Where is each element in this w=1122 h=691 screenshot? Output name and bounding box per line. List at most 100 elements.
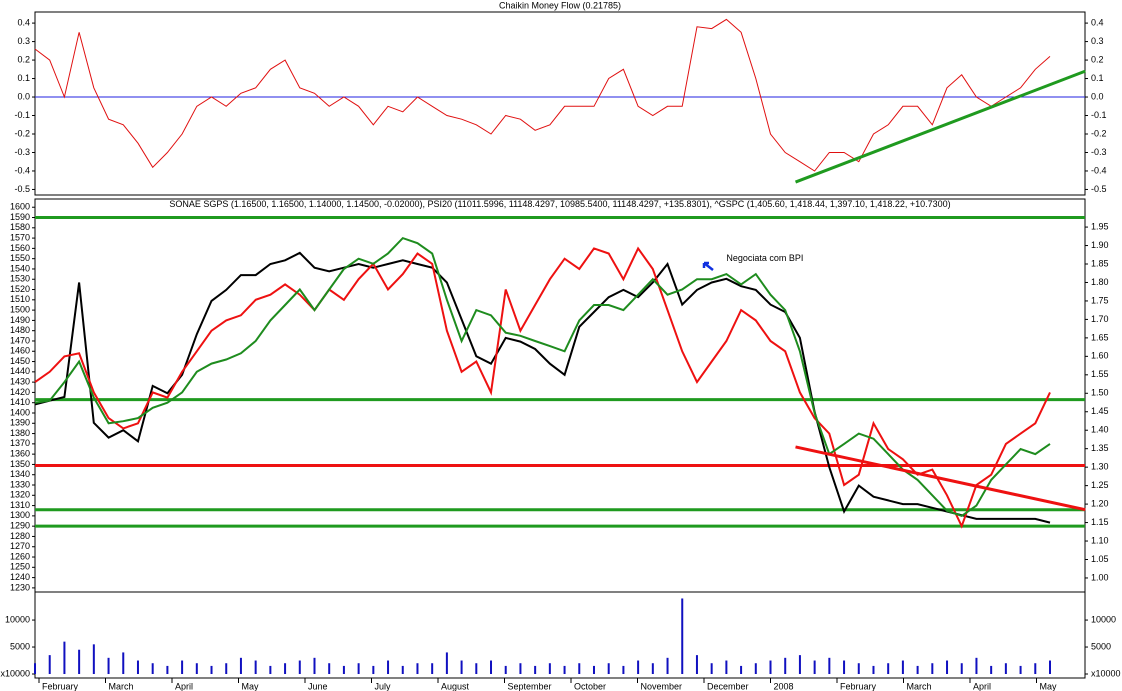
y-tick-label: -0.3 — [1091, 147, 1107, 157]
y-tick-label: 1320 — [10, 490, 30, 500]
y-tick-label: 1520 — [10, 284, 30, 294]
volume-bar — [519, 663, 522, 675]
volume-bar — [946, 660, 949, 675]
y-tick-label: x10000 — [0, 668, 30, 678]
volume-bar — [48, 655, 51, 675]
volume-bar — [901, 660, 904, 675]
panel-frame — [34, 11, 1086, 196]
volume-bar — [828, 657, 831, 675]
y-tick-label: 1280 — [10, 531, 30, 541]
y-tick-label: 1360 — [10, 449, 30, 459]
y-tick-label: 1400 — [10, 407, 30, 417]
y-tick-label: 1570 — [10, 232, 30, 242]
y-tick-label: 1450 — [10, 356, 30, 366]
trend-line — [795, 445, 1086, 512]
y-tick-label: 0.3 — [1091, 36, 1104, 46]
y-tick-label: 1.40 — [1091, 425, 1109, 435]
y-tick-label: 1410 — [10, 397, 30, 407]
volume-bar — [813, 660, 816, 675]
y-tick-label: 1.85 — [1091, 258, 1109, 268]
y-tick-label: -0.3 — [14, 147, 30, 157]
y-tick-label: 1380 — [10, 428, 30, 438]
volume-bar — [504, 665, 507, 675]
y-tick-label: 1480 — [10, 325, 30, 335]
volume-bar — [563, 665, 566, 675]
y-tick-label: 1300 — [10, 510, 30, 520]
x-tick-label: June — [308, 681, 328, 691]
volume-bar — [637, 660, 640, 675]
volume-bar — [607, 663, 610, 675]
volume-bar — [342, 665, 345, 675]
y-tick-label: 1540 — [10, 263, 30, 273]
volume-bar — [136, 660, 139, 675]
y-tick-label: 1420 — [10, 387, 30, 397]
volume-bar — [651, 663, 654, 675]
trend-line — [794, 69, 1086, 184]
volume-bar — [622, 665, 625, 675]
volume-bar — [445, 652, 448, 675]
x-tick-label: March — [907, 681, 932, 691]
volume-bar — [210, 665, 213, 675]
y-tick-label: -0.4 — [1091, 165, 1107, 175]
y-tick-label: 1.95 — [1091, 221, 1109, 231]
y-tick-label: 1350 — [10, 459, 30, 469]
volume-bar — [1019, 665, 1022, 675]
y-tick-label: 1560 — [10, 243, 30, 253]
volume-bar — [872, 665, 875, 675]
volume-bar — [387, 660, 390, 675]
y-tick-label: 1.25 — [1091, 480, 1109, 490]
volume-bar — [92, 644, 95, 675]
volume-bar — [681, 598, 684, 675]
volume-bar — [769, 660, 772, 675]
volume-bar — [534, 665, 537, 675]
y-tick-label: 1490 — [10, 315, 30, 325]
y-tick-label: 1430 — [10, 377, 30, 387]
y-tick-label: 0.2 — [17, 54, 30, 64]
y-tick-label: 1470 — [10, 335, 30, 345]
volume-bar — [195, 663, 198, 675]
volume-bar — [475, 663, 478, 675]
y-tick-label: 0.3 — [17, 36, 30, 46]
volume-bar — [695, 655, 698, 675]
volume-bar — [857, 663, 860, 675]
y-tick-label: -0.5 — [1091, 184, 1107, 194]
volume-bar — [460, 660, 463, 675]
series-line — [34, 18, 1051, 172]
volume-bar — [843, 660, 846, 675]
series-line — [34, 246, 1051, 529]
x-tick-label: May — [242, 681, 260, 691]
y-tick-label: 1500 — [10, 304, 30, 314]
y-tick-label: 0.4 — [1091, 17, 1104, 27]
volume-bar — [313, 657, 316, 675]
volume-bar — [122, 652, 125, 675]
y-tick-label: 1.60 — [1091, 351, 1109, 361]
volume-bar — [357, 663, 360, 675]
volume-bar — [239, 657, 242, 675]
volume-bar — [1004, 663, 1007, 675]
x-tick-label: February — [42, 681, 79, 691]
y-tick-label: -0.1 — [14, 110, 30, 120]
panel-frame — [34, 198, 1086, 593]
volume-bar — [166, 665, 169, 675]
volume-bar — [298, 660, 301, 675]
y-tick-label: -0.1 — [1091, 110, 1107, 120]
y-tick-label: -0.2 — [1091, 128, 1107, 138]
volume-bar — [548, 663, 551, 675]
y-tick-label: 5000 — [10, 641, 30, 651]
series-line — [34, 251, 1051, 524]
y-tick-label: 1.35 — [1091, 443, 1109, 453]
volume-bar — [490, 660, 493, 675]
y-tick-label: 0.2 — [1091, 54, 1104, 64]
x-tick-label: August — [441, 681, 470, 691]
volume-bar — [990, 665, 993, 675]
annotation: Negociata com BPI — [726, 253, 803, 263]
x-tick-label: July — [375, 681, 392, 691]
y-tick-label: 1590 — [10, 212, 30, 222]
y-tick-label: 0.4 — [17, 17, 30, 27]
y-tick-label: 1370 — [10, 438, 30, 448]
legend-entry: ^GSPC (1,405.60, 1,418.44, 1,397.10, 1,4… — [715, 199, 951, 209]
volume-bar — [666, 657, 669, 675]
y-tick-label: 1510 — [10, 294, 30, 304]
x-tick-label: February — [840, 681, 877, 691]
